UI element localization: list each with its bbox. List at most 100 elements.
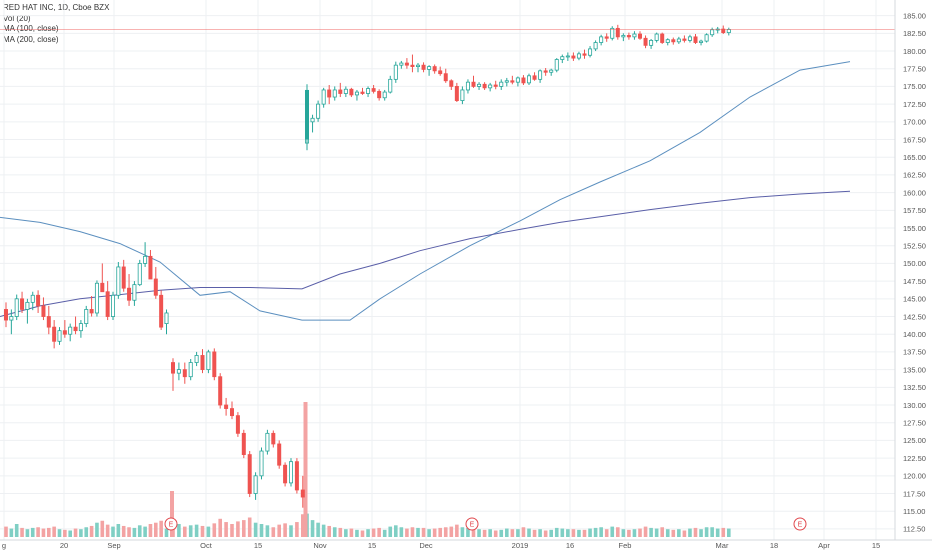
candle-body bbox=[253, 475, 258, 494]
x-tick-label: 18 bbox=[770, 541, 778, 550]
y-tick-label: 155.00 bbox=[903, 224, 926, 233]
y-tick-label: 112.50 bbox=[903, 525, 925, 534]
volume-bar bbox=[588, 528, 592, 537]
volume-bar bbox=[654, 528, 659, 537]
y-tick-label: 145.00 bbox=[903, 295, 926, 304]
x-tick-label: Feb bbox=[619, 541, 632, 550]
candle-body bbox=[265, 432, 270, 452]
ma200-line bbox=[0, 190, 851, 317]
candle-body bbox=[432, 66, 437, 72]
candle-body bbox=[327, 89, 332, 98]
candle-body bbox=[89, 309, 94, 314]
candle-body bbox=[288, 461, 293, 484]
volume-bar bbox=[699, 529, 703, 537]
volume-bar bbox=[443, 527, 448, 537]
candle-body bbox=[443, 73, 448, 82]
volume-bars bbox=[4, 402, 731, 537]
volume-bar bbox=[660, 527, 664, 537]
volume-bar bbox=[247, 517, 252, 537]
volume-bar bbox=[693, 527, 698, 537]
candle-body bbox=[52, 326, 57, 342]
volume-bar bbox=[224, 522, 228, 537]
earnings-marker bbox=[164, 517, 178, 531]
volume-bar bbox=[488, 529, 492, 537]
volume-bar bbox=[164, 528, 169, 537]
candle-body bbox=[710, 29, 715, 36]
candle-body bbox=[283, 464, 288, 484]
candle-body bbox=[554, 59, 559, 71]
volume-bar bbox=[382, 529, 387, 537]
y-tick-label: 152.50 bbox=[903, 242, 926, 251]
earnings-marker-label: E bbox=[798, 522, 803, 529]
candle-body bbox=[277, 443, 282, 466]
candle-body bbox=[224, 404, 229, 409]
price-axis[interactable]: 185.00 182.50 180.00 177.50 175.00 172.50 170.… bbox=[894, 0, 932, 550]
moving-averages bbox=[0, 61, 851, 321]
volume-bar bbox=[121, 525, 126, 537]
candle-body bbox=[421, 64, 426, 70]
volume-bar bbox=[63, 529, 67, 537]
volume-bar bbox=[230, 524, 234, 537]
candle-body bbox=[493, 84, 498, 87]
price-axis-background bbox=[895, 0, 932, 550]
candle-body bbox=[482, 83, 487, 89]
volume-bar bbox=[355, 529, 359, 537]
volume-bar bbox=[188, 525, 193, 537]
candle-body bbox=[354, 91, 359, 96]
volume-bar bbox=[9, 528, 14, 537]
candle-body bbox=[14, 298, 19, 317]
y-tick-label: 150.00 bbox=[903, 259, 926, 268]
y-tick-label: 135.00 bbox=[903, 365, 926, 374]
volume-bar bbox=[57, 529, 62, 537]
volume-bar bbox=[499, 529, 504, 537]
x-tick-label: Apr bbox=[818, 541, 830, 550]
volume-bar bbox=[20, 527, 24, 537]
candle-body bbox=[438, 70, 443, 75]
y-tick-label: 147.50 bbox=[903, 277, 926, 286]
volume-bar bbox=[455, 524, 459, 537]
y-tick-label: 137.50 bbox=[903, 348, 926, 357]
volume-bar bbox=[303, 402, 308, 537]
volume-bar bbox=[283, 523, 287, 537]
time-axis[interactable]: g 20 Sep Oct 15 Nov 15 Dec 2019 16 Feb Mar 18 Apr 15 bbox=[0, 539, 932, 550]
volume-bar bbox=[79, 529, 83, 537]
volume-bar bbox=[388, 526, 393, 537]
candle-body bbox=[316, 103, 321, 119]
candle-body bbox=[504, 80, 509, 83]
candle-body bbox=[100, 282, 105, 293]
volume-bar bbox=[116, 524, 121, 537]
candle-body bbox=[143, 255, 148, 264]
candle-body bbox=[310, 117, 315, 123]
volume-bar bbox=[137, 525, 142, 537]
candle-body bbox=[371, 88, 376, 92]
volume-bar bbox=[560, 528, 565, 537]
candle-body bbox=[121, 266, 126, 289]
volume-bar bbox=[289, 525, 293, 537]
volume-bar bbox=[68, 530, 72, 537]
y-tick-label: 165.00 bbox=[903, 153, 926, 162]
volume-bar bbox=[265, 525, 270, 537]
candle-body bbox=[582, 53, 587, 56]
y-tick-label: 170.00 bbox=[903, 118, 926, 127]
candle-body bbox=[515, 77, 520, 83]
x-tick-label: 2019 bbox=[512, 541, 529, 550]
volume-bar bbox=[159, 520, 163, 537]
candle-body bbox=[676, 38, 681, 43]
x-tick-label: Nov bbox=[313, 541, 327, 550]
volume-bar bbox=[47, 527, 51, 537]
candle-body bbox=[427, 66, 432, 70]
candle-body bbox=[360, 91, 365, 94]
volume-bar bbox=[410, 527, 415, 537]
candle-body bbox=[194, 355, 199, 363]
y-tick-label: 172.50 bbox=[903, 100, 926, 109]
volume-bar bbox=[543, 530, 548, 537]
volume-bar bbox=[493, 530, 498, 537]
candle-body bbox=[182, 369, 187, 378]
candle-body bbox=[604, 36, 609, 39]
candle-body bbox=[654, 33, 659, 41]
x-tick-label: 15 bbox=[368, 541, 376, 550]
volume-bar bbox=[84, 527, 89, 537]
candle-body bbox=[449, 80, 454, 87]
